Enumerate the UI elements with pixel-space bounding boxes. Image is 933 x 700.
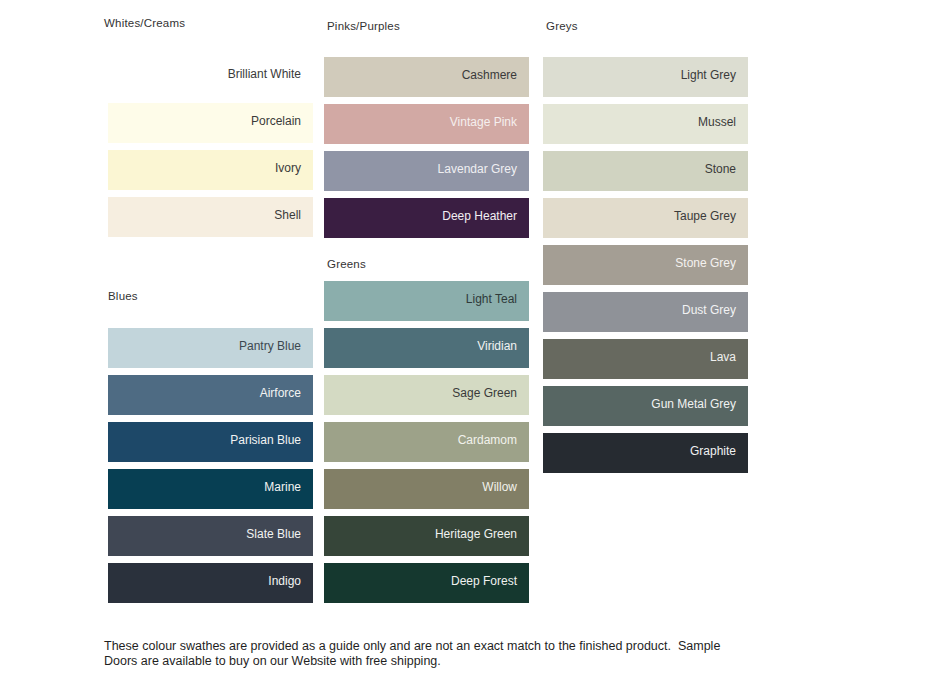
swatch-label: Heritage Green [435, 527, 517, 541]
swatch-willow: Willow [324, 469, 529, 509]
section-title-whites-creams: Whites/Creams [104, 17, 185, 29]
swatch-viridian: Viridian [324, 328, 529, 368]
swatch-label: Gun Metal Grey [651, 397, 736, 411]
swatch-label: Shell [274, 208, 301, 222]
swatch-label: Porcelain [251, 114, 301, 128]
swatch-lavendar-grey: Lavendar Grey [324, 151, 529, 191]
swatch-dust-grey: Dust Grey [543, 292, 748, 332]
swatch-mussel: Mussel [543, 104, 748, 144]
swatch-label: Taupe Grey [674, 209, 736, 223]
swatch-vintage-pink: Vintage Pink [324, 104, 529, 144]
swatch-parisian-blue: Parisian Blue [108, 422, 313, 462]
disclaimer-text: These colour swathes are provided as a g… [104, 639, 774, 670]
swatch-shell: Shell [108, 197, 313, 237]
section-title-greys: Greys [546, 20, 578, 32]
swatch-lava: Lava [543, 339, 748, 379]
swatch-label: Mussel [698, 115, 736, 129]
swatch-label: Graphite [690, 444, 736, 458]
swatch-deep-heather: Deep Heather [324, 198, 529, 238]
section-title-pinks-purples: Pinks/Purples [327, 20, 400, 32]
swatch-label: Stone [705, 162, 736, 176]
swatch-stone: Stone [543, 151, 748, 191]
swatch-label: Deep Heather [442, 209, 517, 223]
swatch-label: Stone Grey [675, 256, 736, 270]
swatch-label: Slate Blue [246, 527, 301, 541]
swatch-label: Lavendar Grey [438, 162, 517, 176]
section-title-greens: Greens [327, 258, 366, 270]
swatch-taupe-grey: Taupe Grey [543, 198, 748, 238]
swatch-cardamom: Cardamom [324, 422, 529, 462]
swatch-label: Indigo [268, 574, 301, 588]
swatch-airforce: Airforce [108, 375, 313, 415]
swatch-slate-blue: Slate Blue [108, 516, 313, 556]
swatch-label: Deep Forest [451, 574, 517, 588]
swatch-label: Ivory [275, 161, 301, 175]
swatch-label: Marine [264, 480, 301, 494]
swatch-brilliant-white: Brilliant White [108, 56, 313, 96]
swatch-deep-forest: Deep Forest [324, 563, 529, 603]
disclaimer-line-2: Doors are available to buy on our Websit… [104, 654, 774, 669]
swatch-ivory: Ivory [108, 150, 313, 190]
swatch-label: Viridian [477, 339, 517, 353]
swatch-indigo: Indigo [108, 563, 313, 603]
swatch-porcelain: Porcelain [108, 103, 313, 143]
disclaimer-line-1: These colour swathes are provided as a g… [104, 639, 774, 654]
swatch-heritage-green: Heritage Green [324, 516, 529, 556]
swatch-marine: Marine [108, 469, 313, 509]
colour-swatch-guide: Whites/Creams Pinks/Purples Greys Blues … [0, 0, 933, 700]
swatch-light-teal: Light Teal [324, 281, 529, 321]
swatch-label: Airforce [260, 386, 301, 400]
swatch-label: Cashmere [462, 68, 517, 82]
swatch-label: Light Grey [681, 68, 736, 82]
swatch-graphite: Graphite [543, 433, 748, 473]
swatch-label: Dust Grey [682, 303, 736, 317]
section-title-blues: Blues [108, 290, 138, 302]
swatch-cashmere: Cashmere [324, 57, 529, 97]
swatch-pantry-blue: Pantry Blue [108, 328, 313, 368]
swatch-label: Light Teal [466, 292, 517, 306]
swatch-label: Sage Green [452, 386, 517, 400]
swatch-label: Parisian Blue [230, 433, 301, 447]
swatch-label: Lava [710, 350, 736, 364]
swatch-gun-metal-grey: Gun Metal Grey [543, 386, 748, 426]
swatch-label: Pantry Blue [239, 339, 301, 353]
swatch-sage-green: Sage Green [324, 375, 529, 415]
swatch-stone-grey: Stone Grey [543, 245, 748, 285]
swatch-label: Willow [482, 480, 517, 494]
swatch-label: Cardamom [458, 433, 517, 447]
swatch-label: Vintage Pink [450, 115, 517, 129]
swatch-light-grey: Light Grey [543, 57, 748, 97]
swatch-label: Brilliant White [228, 67, 301, 81]
